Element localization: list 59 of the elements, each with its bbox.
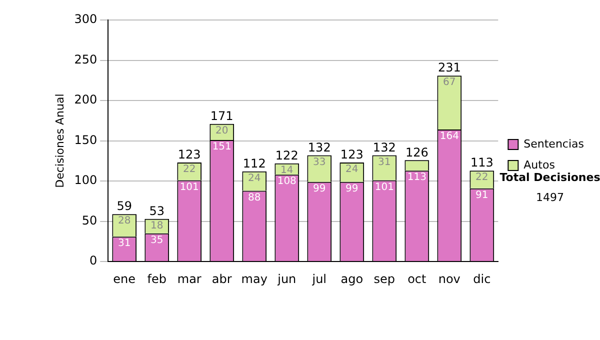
- y-tick-label: 200: [74, 92, 98, 107]
- total-label: 123: [178, 148, 201, 162]
- data-label: 99: [313, 183, 326, 194]
- text: Total Decisiones: [500, 170, 600, 184]
- data-label: 35: [150, 235, 164, 246]
- y-tick-label: 100: [74, 173, 98, 188]
- data-label: 28: [118, 216, 131, 227]
- data-label: 31: [378, 156, 391, 168]
- data-label: 151: [212, 142, 232, 153]
- data-label: 113: [407, 172, 426, 184]
- y-tick-label: 250: [74, 52, 98, 66]
- total-label: 231: [438, 60, 461, 75]
- y-tick-label: 150: [74, 132, 98, 147]
- data-label: 22: [182, 164, 196, 176]
- x-tick-label: mar: [177, 272, 202, 286]
- text: 1497: [536, 190, 564, 204]
- legend-label: Autos: [524, 158, 556, 172]
- total-label: 132: [372, 140, 396, 154]
- data-label: 24: [346, 164, 358, 176]
- data-label: 24: [248, 172, 261, 184]
- data-label: 164: [440, 131, 459, 142]
- data-label: 31: [118, 238, 131, 250]
- data-label: 101: [180, 182, 199, 193]
- total-label: 123: [340, 148, 364, 162]
- legend-label: Sentencias: [524, 137, 584, 150]
- y-tick-label: 300: [74, 12, 98, 26]
- y-tick-label: 0: [89, 254, 98, 268]
- data-label: 14: [280, 164, 294, 176]
- total-label: 126: [405, 145, 428, 160]
- y-tick-label: 50: [82, 213, 98, 228]
- total-label: 113: [470, 156, 494, 170]
- data-label: 101: [374, 182, 394, 193]
- total-label: 59: [116, 199, 132, 214]
- data-label: 99: [346, 183, 358, 194]
- data-label: 108: [277, 176, 296, 188]
- x-tick-label: abr: [212, 272, 232, 286]
- data-label: 33: [313, 156, 326, 168]
- total-label: 171: [210, 109, 234, 124]
- total-label: 53: [149, 204, 164, 218]
- total-label: 132: [308, 140, 331, 154]
- x-tick-label: sep: [374, 272, 396, 286]
- total-label: 122: [275, 148, 298, 162]
- data-label: 67: [443, 77, 456, 88]
- total-label: 112: [242, 156, 266, 171]
- data-label: 91: [476, 190, 488, 201]
- data-label: 88: [248, 192, 261, 204]
- data-label: 20: [216, 125, 228, 136]
- x-tick-label: dic: [473, 272, 491, 286]
- y-axis-title: Decisiones Anual: [53, 94, 66, 188]
- data-label: 18: [150, 220, 164, 232]
- x-tick-label: jun: [276, 272, 296, 286]
- x-tick-label: nov: [438, 272, 460, 286]
- x-tick-label: jul: [311, 272, 327, 286]
- x-tick-label: may: [241, 272, 268, 286]
- data-label: 22: [476, 172, 488, 184]
- x-tick-label: feb: [147, 272, 166, 286]
- x-tick-label: ago: [340, 272, 364, 286]
- x-tick-label: oct: [408, 272, 426, 286]
- x-tick-label: ene: [113, 272, 136, 286]
